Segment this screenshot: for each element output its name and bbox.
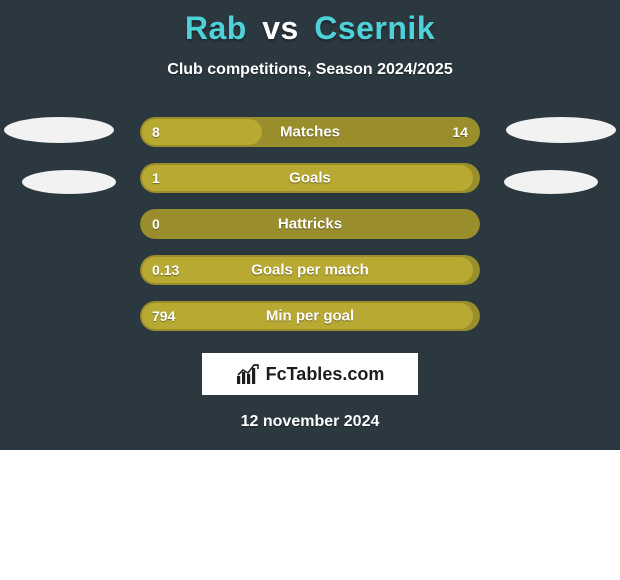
player1-badge-placeholder (22, 170, 116, 194)
page-title: Rab vs Csernik (0, 0, 620, 47)
stats-area: 814Matches 1Goals 0Hattricks 0.13Goals per … (0, 117, 620, 347)
date-text: 12 november 2024 (0, 413, 620, 431)
stat-bar-row: 1Goals (140, 163, 480, 193)
stat-label: Goals (140, 170, 480, 187)
player2-avatar-placeholder (506, 117, 616, 143)
stat-bar-row: 814Matches (140, 117, 480, 147)
logo-text: FcTables.com (266, 364, 385, 385)
stat-label: Hattricks (140, 216, 480, 233)
subtitle: Club competitions, Season 2024/2025 (0, 61, 620, 79)
stat-bar-row: 794Min per goal (140, 301, 480, 331)
stat-bar-row: 0.13Goals per match (140, 255, 480, 285)
stat-label: Min per goal (140, 308, 480, 325)
stat-bar-row: 0Hattricks (140, 209, 480, 239)
player2-badge-placeholder (504, 170, 598, 194)
player1-avatar-placeholder (4, 117, 114, 143)
stat-label: Goals per match (140, 262, 480, 279)
vs-text: vs (262, 10, 299, 46)
site-logo: FcTables.com (236, 364, 385, 385)
logo-box[interactable]: FcTables.com (202, 353, 418, 395)
player1-name: Rab (185, 10, 247, 46)
player2-name: Csernik (314, 10, 435, 46)
chart-icon (236, 364, 260, 384)
comparison-card: Rab vs Csernik Club competitions, Season… (0, 0, 620, 450)
stat-label: Matches (140, 124, 480, 141)
stat-bars: 814Matches 1Goals 0Hattricks 0.13Goals per … (140, 117, 480, 347)
